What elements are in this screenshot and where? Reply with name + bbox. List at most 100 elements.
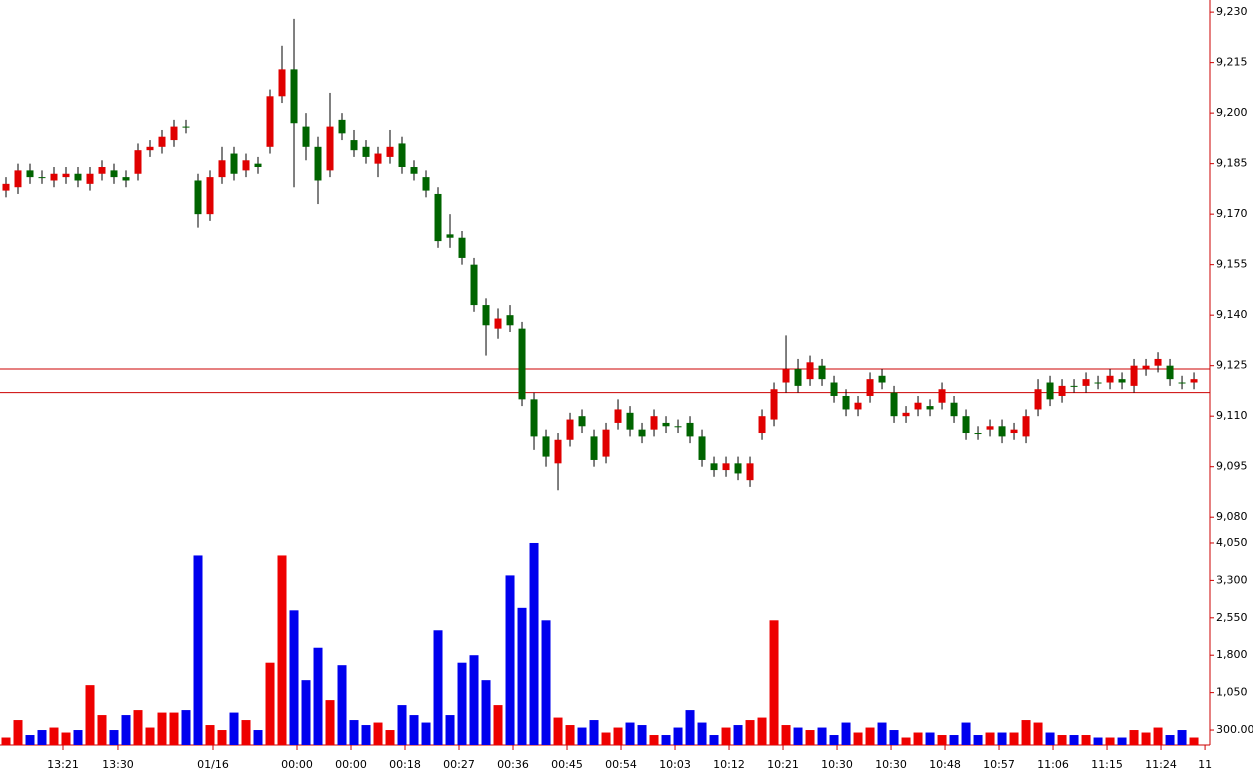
candle-body — [1166, 365, 1174, 380]
volume-bar — [601, 732, 611, 745]
candle-body — [266, 96, 274, 147]
candle-body — [1118, 379, 1126, 383]
candle-body — [746, 463, 754, 481]
volume-bar — [85, 685, 95, 745]
volume-bar — [541, 620, 551, 745]
candle-body — [734, 463, 742, 474]
x-tick-label: 13:21 — [47, 758, 79, 771]
volume-bar — [781, 725, 791, 745]
volume-bar — [685, 710, 695, 745]
candle-body — [230, 153, 238, 174]
volume-bar — [193, 555, 203, 745]
candle-body — [662, 422, 670, 427]
x-tick-label: 10:30 — [875, 758, 907, 771]
volume-tick-label: 3,300 — [1216, 573, 1248, 586]
volume-bar — [625, 722, 635, 745]
volume-tick-label: 1,050 — [1216, 686, 1248, 699]
x-tick-label: 01/16 — [197, 758, 229, 771]
candle-body — [14, 170, 22, 188]
volume-tick-label: 4,050 — [1216, 536, 1248, 549]
volume-bar — [565, 725, 575, 745]
y-tick-label: 9,185 — [1216, 157, 1248, 170]
volume-bar — [37, 730, 47, 745]
candle-body — [950, 402, 958, 417]
y-tick-label: 9,170 — [1216, 207, 1248, 220]
y-tick-label: 9,110 — [1216, 409, 1248, 422]
candle-body — [818, 365, 826, 380]
candle-body — [902, 412, 910, 417]
candle-body — [38, 177, 46, 179]
volume-bar — [757, 717, 767, 745]
volume-bar — [997, 732, 1007, 745]
y-tick-label: 9,080 — [1216, 510, 1248, 523]
volume-bar — [1177, 730, 1187, 745]
y-tick-label: 9,230 — [1216, 5, 1248, 18]
volume-bar — [637, 725, 647, 745]
candle-body — [1046, 382, 1054, 400]
volume-bar — [109, 730, 119, 745]
x-tick-label: 00:00 — [281, 758, 313, 771]
volume-bar — [361, 725, 371, 745]
volume-bar — [373, 722, 383, 745]
volume-bar — [769, 620, 779, 745]
candle-body — [962, 416, 970, 434]
candle-body — [1130, 365, 1138, 386]
volume-bar — [469, 655, 479, 745]
volume-bar — [481, 680, 491, 745]
candle-body — [122, 177, 130, 181]
volume-bar — [985, 732, 995, 745]
candle-body — [374, 153, 382, 164]
volume-bar — [949, 735, 959, 745]
candle-body — [806, 362, 814, 380]
x-tick-label: 10:21 — [767, 758, 799, 771]
volume-bar — [505, 575, 515, 745]
candle-body — [1142, 365, 1150, 370]
candle-body — [182, 126, 190, 128]
candle-body — [446, 234, 454, 238]
volume-bar — [445, 715, 455, 745]
volume-bar — [241, 720, 251, 745]
candle-body — [110, 170, 118, 178]
candle-body — [290, 69, 298, 124]
volume-bar — [745, 720, 755, 745]
volume-bar — [289, 610, 299, 745]
volume-bar — [577, 727, 587, 745]
volume-bar — [457, 662, 467, 745]
volume-bar — [1141, 732, 1151, 745]
y-tick-label: 9,155 — [1216, 258, 1248, 271]
x-tick-label: 00:45 — [551, 758, 583, 771]
volume-bar — [97, 715, 107, 745]
candle-body — [638, 429, 646, 437]
volume-bar — [421, 722, 431, 745]
volume-tick-label: 1,800 — [1216, 648, 1248, 661]
volume-bar — [1021, 720, 1031, 745]
candle-body — [1094, 382, 1102, 384]
candle-body — [1082, 379, 1090, 386]
candle-body — [2, 183, 10, 191]
volume-bar — [805, 730, 815, 745]
volume-bar — [13, 720, 23, 745]
x-tick-label: 10:48 — [929, 758, 961, 771]
volume-bar — [553, 717, 563, 745]
candle-body — [1010, 429, 1018, 434]
volume-bar — [397, 705, 407, 745]
volume-bar — [1129, 730, 1139, 745]
candle-body — [602, 429, 610, 457]
volume-bar — [409, 715, 419, 745]
candle-body — [350, 140, 358, 151]
candle-body — [854, 402, 862, 410]
candle-body — [242, 160, 250, 171]
volume-bar — [937, 735, 947, 745]
candle-body — [338, 119, 346, 134]
volume-bar — [973, 735, 983, 745]
volume-bar — [817, 727, 827, 745]
x-tick-label: 00:36 — [497, 758, 529, 771]
volume-bar — [1033, 722, 1043, 745]
candle-body — [278, 69, 286, 97]
volume-bar — [1009, 732, 1019, 745]
candle-body — [914, 402, 922, 410]
volume-bar — [1165, 735, 1175, 745]
x-tick-label: 00:27 — [443, 758, 475, 771]
volume-bar — [133, 710, 143, 745]
candle-body — [98, 167, 106, 174]
